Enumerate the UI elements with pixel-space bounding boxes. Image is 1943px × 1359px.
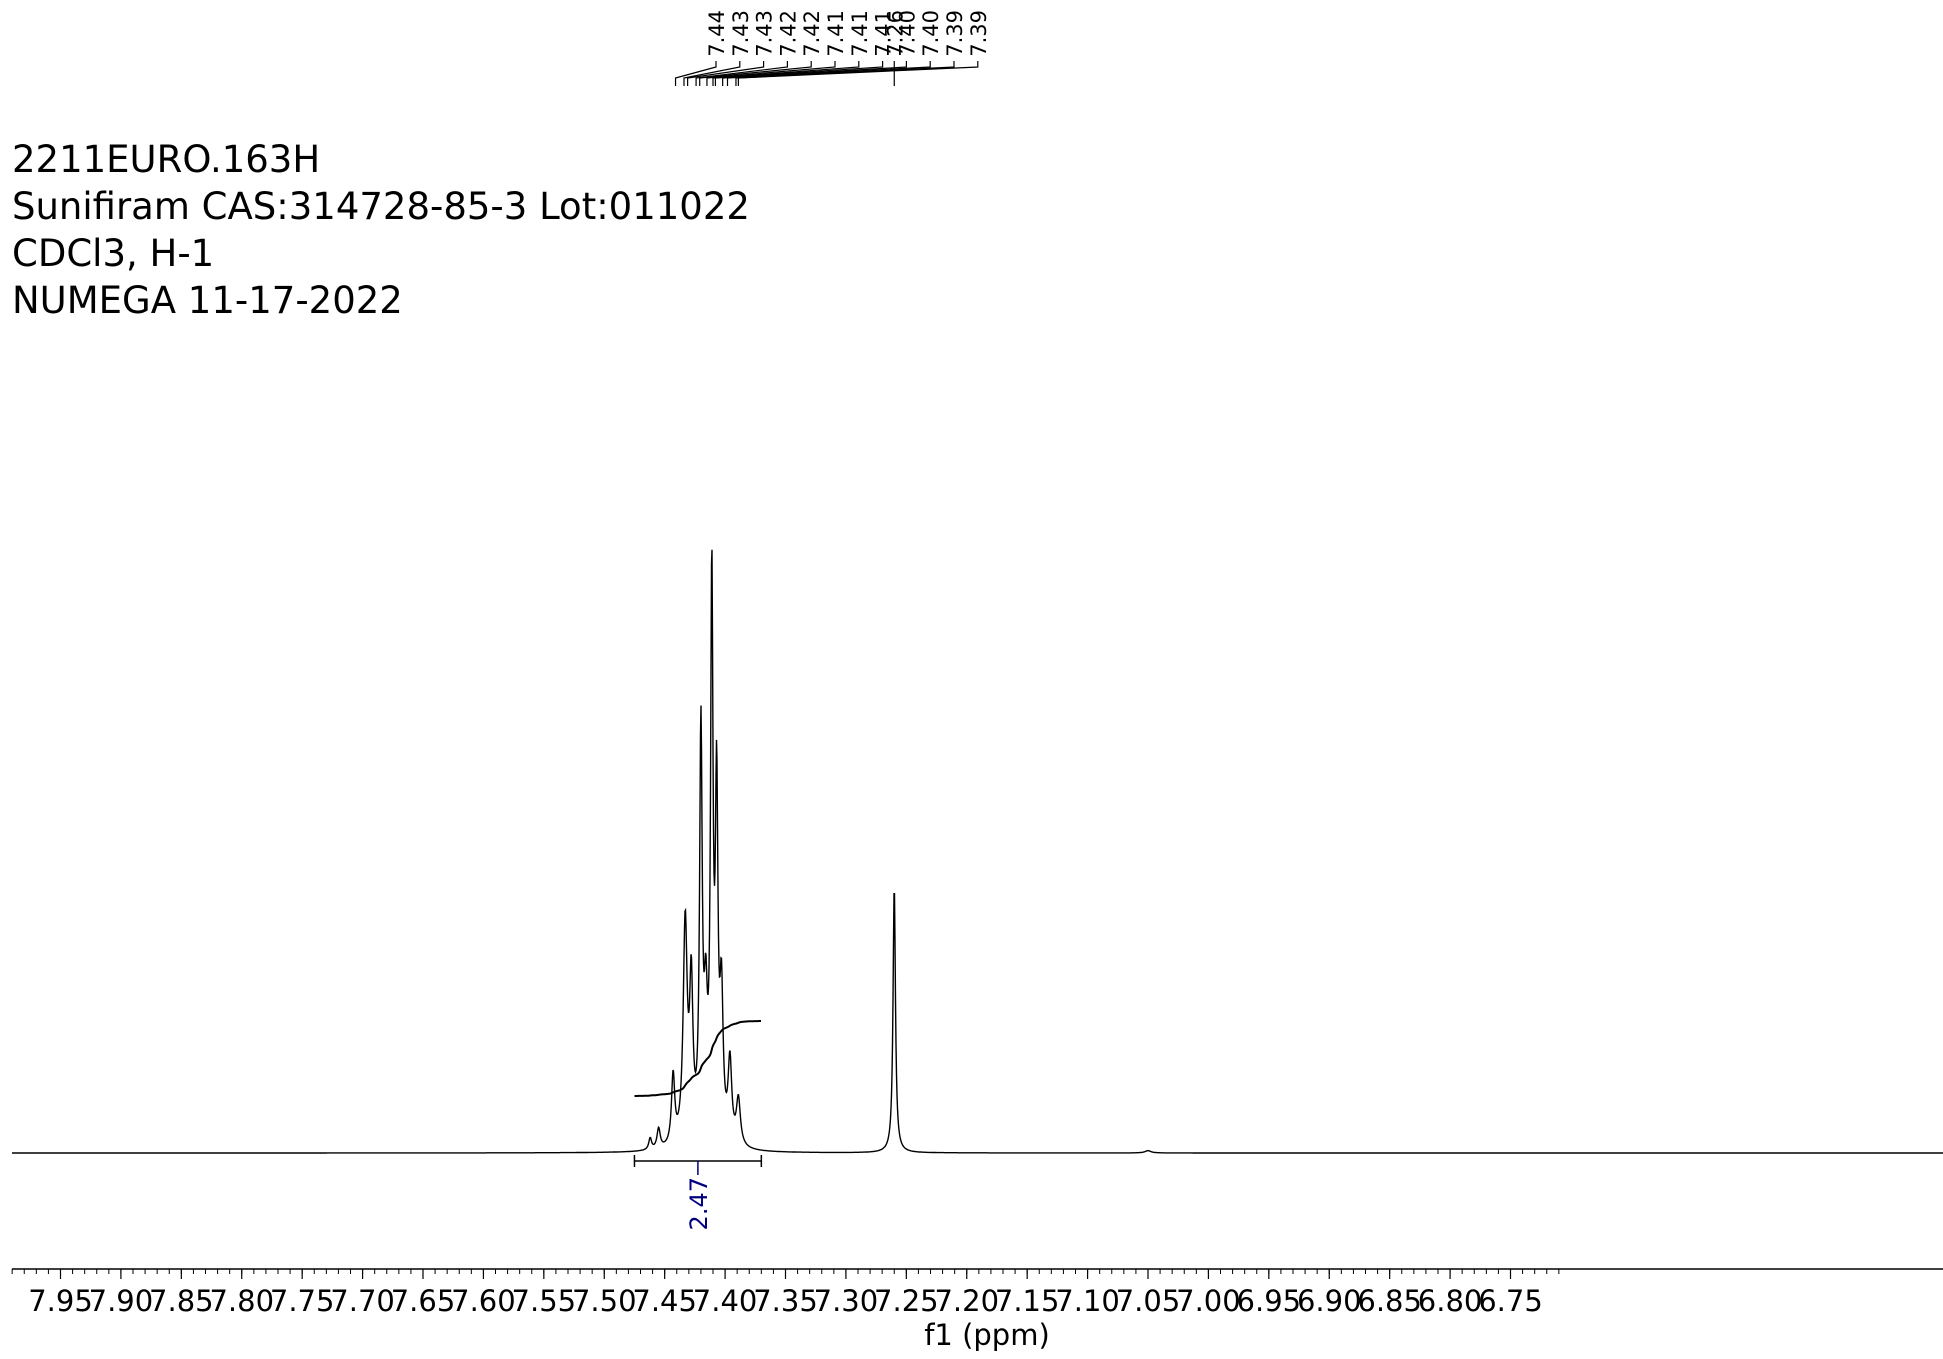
- x-tick-label: 7.60: [451, 1284, 516, 1318]
- peak-label-text: 7.41: [872, 10, 896, 57]
- x-tick-label: 7.90: [89, 1284, 154, 1318]
- peak-label-text: 7.41: [824, 10, 848, 57]
- peak-label-connector: [735, 61, 955, 86]
- peak-label-text: 7.42: [776, 10, 800, 57]
- x-tick-label: 7.50: [572, 1284, 637, 1318]
- peak-label-text: 7.39: [967, 10, 991, 57]
- integral-curve: [634, 1020, 761, 1097]
- x-tick-label: 6.75: [1478, 1284, 1543, 1318]
- peak-label-connector: [722, 61, 907, 86]
- x-tick-label: 7.20: [934, 1284, 999, 1318]
- solvent-nucleus: CDCl3, H-1: [12, 232, 215, 275]
- sample-id: 2211EURO.163H: [12, 138, 321, 181]
- peak-label: 7.42: [699, 10, 824, 86]
- integral-markers: 2.47: [633, 1155, 763, 1230]
- peak-label: 7.43: [683, 10, 753, 86]
- x-tick-label: 7.10: [1055, 1284, 1120, 1318]
- x-tick-label: 6.90: [1297, 1284, 1362, 1318]
- x-axis: 7.957.907.857.807.757.707.657.607.557.50…: [11, 1268, 1943, 1318]
- peak-label: 7.41: [714, 10, 896, 86]
- peak-label-connector: [714, 61, 884, 86]
- x-tick-label: 7.00: [1176, 1284, 1241, 1318]
- peak-label-connector: [674, 61, 717, 86]
- x-tick-label: 7.15: [995, 1284, 1060, 1318]
- peak-label-text: 7.41: [848, 10, 872, 57]
- x-tick-label: 7.70: [330, 1284, 395, 1318]
- lab-date: NUMEGA 11-17-2022: [12, 279, 403, 322]
- x-tick-label: 7.75: [270, 1284, 335, 1318]
- peak-label-text: 7.44: [705, 10, 729, 57]
- peak-label-connector: [706, 61, 836, 86]
- peak-label-text: 7.40: [919, 10, 943, 57]
- peak-label: 7.39: [735, 10, 967, 86]
- peak-label-text: 7.43: [729, 10, 753, 57]
- peak-label-text: 7.43: [753, 10, 777, 57]
- peak-label-connector: [699, 61, 812, 86]
- peak-label: 7.40: [722, 10, 919, 86]
- x-tick-label: 7.25: [874, 1284, 939, 1318]
- peak-label-text: 7.42: [800, 10, 824, 57]
- peak-label: 7.43: [687, 10, 777, 86]
- x-tick-label: 6.80: [1418, 1284, 1483, 1318]
- peak-label: 7.39: [737, 10, 991, 86]
- peak-label: 7.40: [726, 10, 943, 86]
- peak-label-text: 7.40: [895, 10, 919, 57]
- integral-value-label: 2.47: [685, 1177, 713, 1230]
- peak-label: 7.41: [706, 10, 848, 86]
- x-tick-label: 7.85: [149, 1284, 214, 1318]
- compound-description: Sunifiram CAS:314728-85-3 Lot:011022: [12, 185, 750, 228]
- spectrum-trace: [12, 549, 1943, 1154]
- x-tick-label: 7.80: [209, 1284, 274, 1318]
- x-tick-label: 7.45: [632, 1284, 697, 1318]
- peak-label-connector: [726, 61, 931, 86]
- x-tick-label: 7.30: [814, 1284, 879, 1318]
- peak-label: 7.44: [674, 10, 729, 86]
- x-tick-label: 7.55: [512, 1284, 577, 1318]
- peak-label-text: 7.26: [883, 10, 907, 57]
- x-tick-label: 7.05: [1116, 1284, 1181, 1318]
- peak-label-connector: [683, 61, 741, 86]
- peak-labels: 7.44 7.43 7.43 7.42 7.42 7.41 7.41 7.41 7.40 7.40…: [674, 10, 991, 86]
- peak-label-text: 7.39: [943, 10, 967, 57]
- x-tick-label: 7.95: [28, 1284, 93, 1318]
- x-tick-label: 7.40: [693, 1284, 758, 1318]
- peak-label-connector: [712, 61, 860, 86]
- peak-label: 7.42: [695, 10, 800, 86]
- spectrum-header: 2211EURO.163H Sunifiram CAS:314728-85-3 …: [12, 136, 750, 324]
- x-axis-label: f1 (ppm): [924, 1318, 1050, 1352]
- x-tick-label: 7.35: [753, 1284, 818, 1318]
- peak-label-connector: [687, 61, 765, 86]
- x-tick-label: 6.95: [1237, 1284, 1302, 1318]
- peak-label-connector: [695, 61, 788, 86]
- x-tick-label: 6.85: [1357, 1284, 1422, 1318]
- peak-label: 7.41: [712, 10, 872, 86]
- peak-label-connector: [737, 61, 979, 86]
- x-tick-label: 7.65: [391, 1284, 456, 1318]
- peak-label: 7.26: [883, 10, 907, 86]
